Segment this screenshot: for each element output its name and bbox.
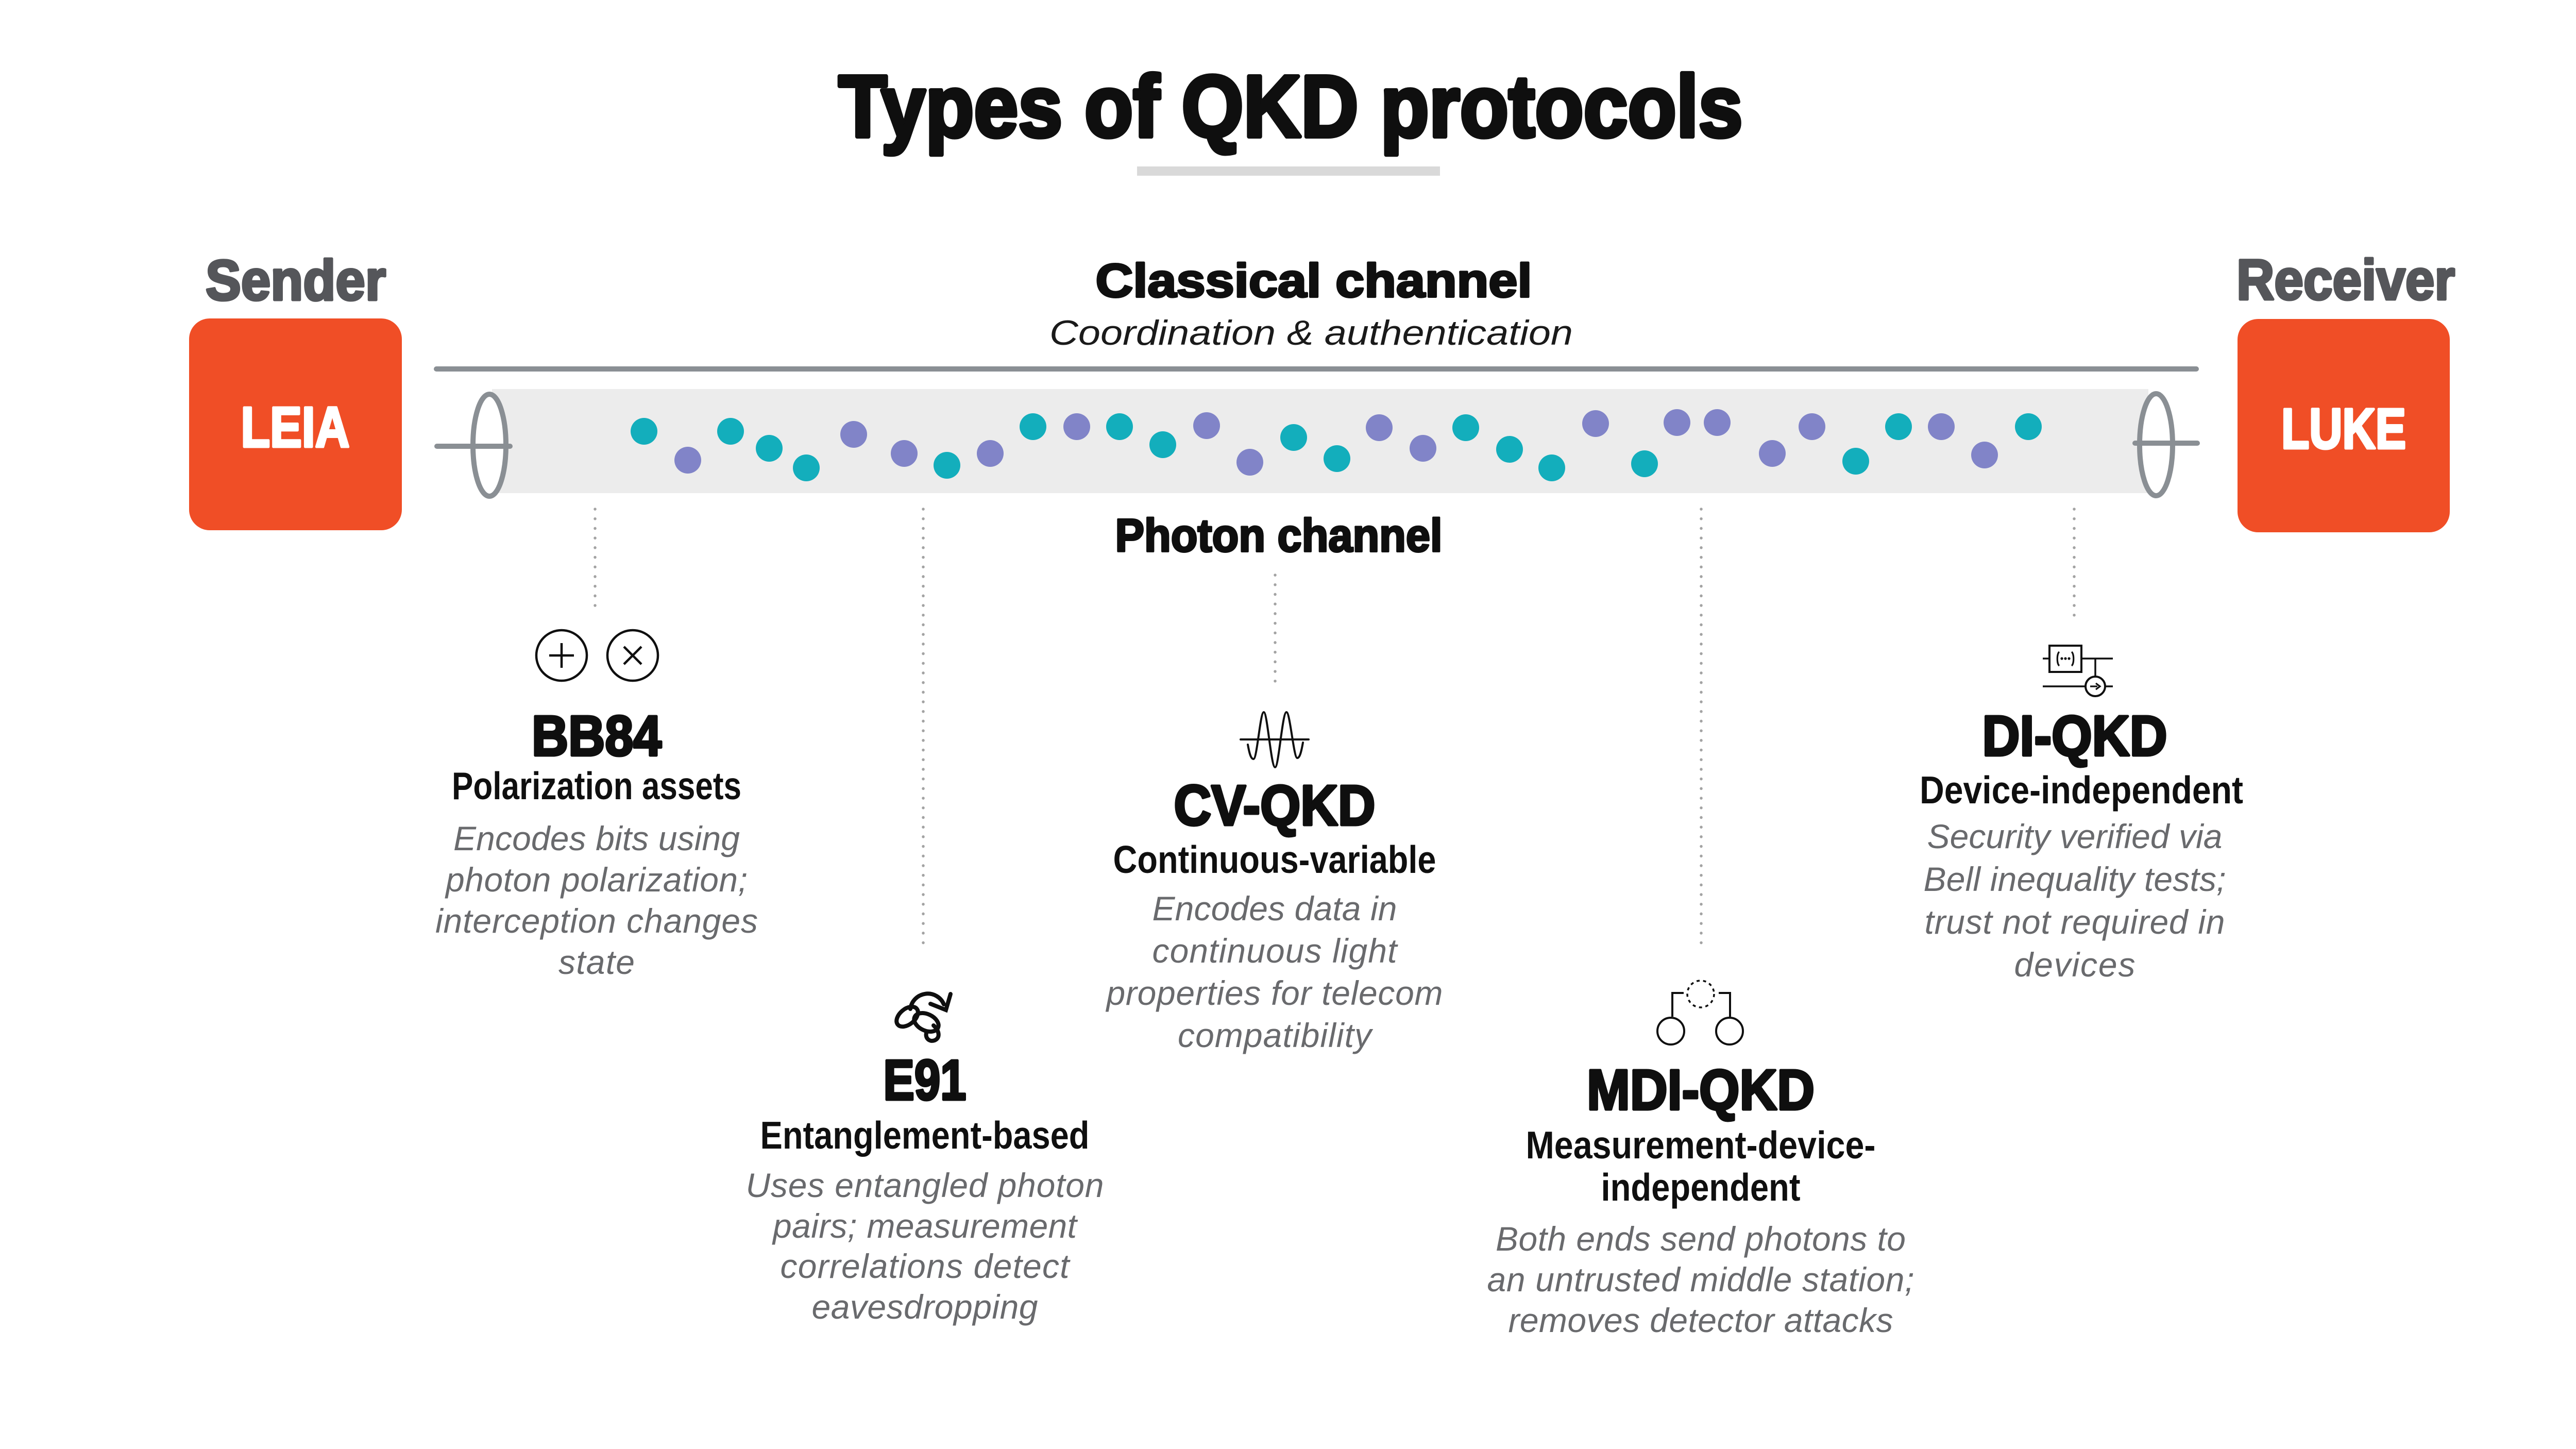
svg-text:independent: independent — [1601, 1166, 1801, 1209]
svg-text:Device-independent: Device-independent — [1920, 768, 2243, 812]
svg-text:interception changes: interception changes — [435, 902, 758, 940]
svg-text:trust not required in: trust not required in — [1925, 903, 2225, 941]
svg-text:Classical channel: Classical channel — [1096, 255, 1532, 307]
svg-text:Coordination & authentication: Coordination & authentication — [1049, 313, 1573, 352]
svg-text:pairs; measurement: pairs; measurement — [772, 1207, 1078, 1245]
svg-text:Both ends send photons to: Both ends send photons to — [1496, 1220, 1906, 1258]
svg-text:an untrusted middle station;: an untrusted middle station; — [1487, 1260, 1914, 1299]
svg-text:MDI-QKD: MDI-QKD — [1587, 1058, 1815, 1122]
svg-text:Encodes bits using: Encodes bits using — [453, 819, 740, 857]
svg-text:Photon channel: Photon channel — [1115, 510, 1443, 562]
svg-text:Polarization assets: Polarization assets — [452, 764, 741, 807]
svg-text:continuous light: continuous light — [1153, 932, 1399, 970]
svg-text:eavesdropping: eavesdropping — [812, 1288, 1038, 1326]
svg-text:compatibility: compatibility — [1178, 1016, 1374, 1054]
svg-text:E91: E91 — [884, 1049, 967, 1112]
svg-text:state: state — [558, 943, 635, 981]
svg-text:correlations detect: correlations detect — [781, 1247, 1071, 1285]
svg-text:LEIA: LEIA — [241, 396, 350, 459]
svg-text:Uses entangled photon: Uses entangled photon — [746, 1166, 1104, 1204]
svg-text:LUKE: LUKE — [2281, 397, 2406, 461]
svg-text:Entanglement-based: Entanglement-based — [760, 1114, 1090, 1157]
svg-text:Encodes data in: Encodes data in — [1153, 889, 1397, 928]
svg-text:photon polarization;: photon polarization; — [445, 861, 748, 899]
svg-text:removes detector attacks: removes detector attacks — [1509, 1301, 1893, 1339]
svg-text:DI-QKD: DI-QKD — [1982, 704, 2167, 768]
svg-text:Measurement-device-: Measurement-device- — [1526, 1123, 1876, 1167]
svg-text:Continuous-variable: Continuous-variable — [1113, 838, 1436, 881]
svg-text:BB84: BB84 — [532, 704, 662, 768]
svg-text:Bell inequality tests;: Bell inequality tests; — [1924, 860, 2226, 898]
svg-text:CV-QKD: CV-QKD — [1174, 774, 1376, 837]
svg-text:Sender: Sender — [206, 249, 386, 312]
svg-text:Types of QKD protocols: Types of QKD protocols — [839, 58, 1743, 156]
svg-text:Security verified via: Security verified via — [1927, 817, 2223, 855]
svg-text:properties for telecom: properties for telecom — [1106, 974, 1443, 1012]
svg-text:devices: devices — [2014, 946, 2136, 984]
svg-text:Receiver: Receiver — [2236, 248, 2455, 312]
